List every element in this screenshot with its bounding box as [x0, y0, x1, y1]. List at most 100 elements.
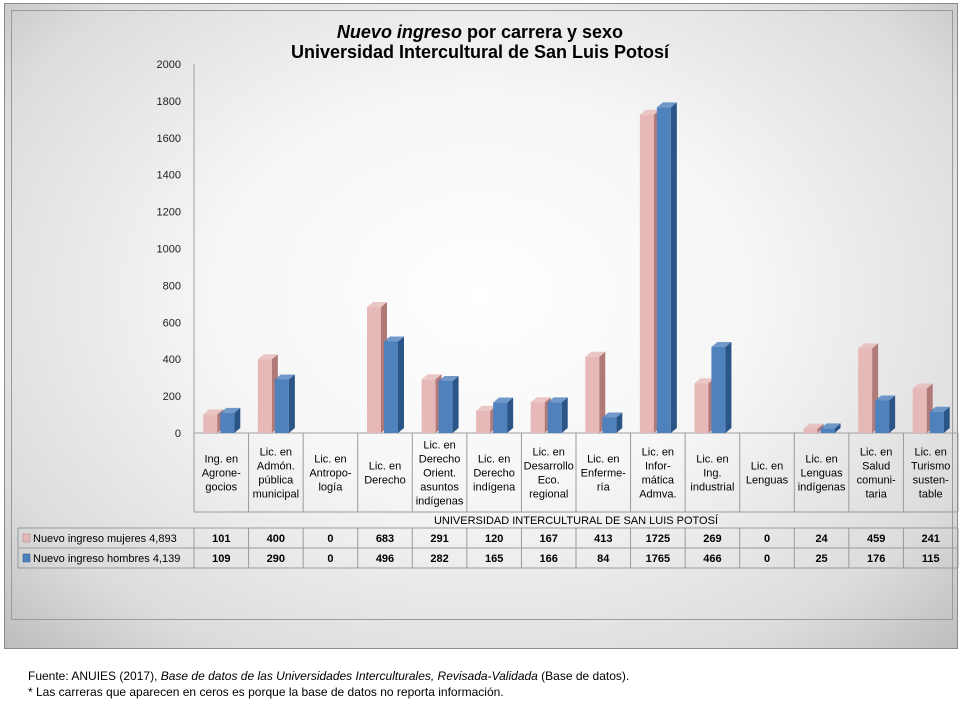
data-label: 167 [540, 533, 558, 545]
bar-mujeres [858, 348, 873, 433]
x-tick-label: Derecho [419, 454, 461, 466]
bar-side [616, 412, 623, 433]
legend-key-mujeres [22, 533, 31, 543]
bar-top [803, 423, 824, 429]
bar-top [711, 342, 732, 348]
x-tick-label: comuni- [857, 475, 896, 487]
legend-label: Nuevo ingreso hombres 4,139 [33, 553, 180, 565]
x-tick-label: Lic. en [478, 454, 510, 466]
x-tick-label: Ing. [703, 468, 721, 480]
bar-hombres [274, 379, 289, 433]
y-tick-label: 0 [175, 428, 181, 440]
x-tick-label: Ing. en [204, 454, 238, 466]
data-label: 120 [485, 533, 503, 545]
bar-mujeres [367, 306, 381, 433]
bar-side [452, 375, 459, 433]
x-tick-label: Lic. en [860, 447, 892, 459]
bar-top [274, 374, 295, 380]
bar-top [858, 343, 879, 349]
data-label: 282 [430, 553, 448, 565]
bar-top [639, 109, 660, 115]
data-label: 683 [376, 533, 394, 545]
x-tick-label: Infor- [645, 461, 671, 473]
data-label: 84 [597, 553, 610, 565]
x-tick-label: Desarrollo [524, 461, 574, 473]
x-axis-label: UNIVERSIDAD INTERCULTURAL DE SAN LUIS PO… [434, 514, 719, 527]
data-label: 101 [212, 533, 230, 545]
x-tick-label: Antropo- [309, 468, 352, 480]
x-tick-label: indígenas [798, 482, 846, 494]
data-label: 109 [212, 553, 230, 565]
x-tick-label: susten- [913, 475, 949, 487]
footnotes: Fuente: ANUIES (2017), Base de datos de … [28, 668, 629, 700]
x-tick-label: Orient. [423, 468, 456, 480]
x-tick-label: Derecho [364, 475, 406, 487]
data-label: 1765 [646, 553, 670, 565]
source-prefix: Fuente: ANUIES (2017), [28, 669, 161, 683]
x-tick-label: municipal [253, 489, 299, 501]
x-tick-label: Agrone- [202, 468, 241, 480]
data-label: 25 [815, 553, 827, 565]
chart-area: 0 200 400 600 800 1000 1200 1400 1600 1800 2000 Ing… [17, 59, 959, 569]
data-label: 115 [922, 553, 940, 565]
x-tick-label: Eco. [538, 475, 560, 487]
bar-side [889, 395, 896, 433]
x-tick-label: ría [597, 482, 611, 494]
x-tick-label: Admón. [257, 461, 295, 473]
bar-side [725, 342, 732, 433]
x-tick-label: Lic. en [805, 454, 837, 466]
data-label: 466 [703, 553, 721, 565]
bar-mujeres [694, 383, 709, 433]
legend-key-hombres [22, 553, 31, 563]
bar-side [561, 397, 568, 433]
bar-mujeres [912, 388, 927, 433]
x-tick-label: Derecho [473, 468, 515, 480]
bar-side [670, 102, 677, 434]
data-label: 0 [764, 553, 770, 565]
y-tick-label: 200 [163, 391, 181, 403]
source-suffix: (Base de datos). [537, 669, 630, 683]
data-label: 413 [594, 533, 612, 545]
x-tick-label: Lic. en [260, 447, 292, 459]
bar-mujeres [530, 402, 545, 433]
bar-hombres [384, 341, 398, 433]
y-tick-label: 1600 [157, 133, 181, 145]
bar-top [203, 409, 224, 415]
bar-side [234, 407, 241, 433]
data-label: 0 [327, 533, 333, 545]
x-tick-label: logía [318, 482, 343, 494]
bar-hombres [493, 402, 508, 433]
y-tick-label: 800 [163, 280, 181, 292]
bar-top [694, 378, 715, 384]
legend-label: Nuevo ingreso mujeres 4,893 [33, 533, 177, 545]
y-tick-label: 400 [163, 354, 181, 366]
bar-side [398, 336, 404, 433]
bar-side [834, 423, 841, 433]
x-tick-label: Admva. [639, 489, 676, 501]
bar-mujeres [257, 359, 272, 433]
x-tick-label: Lic. en [915, 447, 947, 459]
data-label: 459 [867, 533, 885, 545]
x-tick-label: pública [258, 475, 294, 487]
bar-hombres [820, 428, 835, 433]
data-label: 1725 [646, 533, 670, 545]
bar-top [220, 407, 241, 413]
x-tick-label: table [919, 489, 943, 501]
data-label: 291 [430, 533, 448, 545]
bar-mujeres [421, 379, 436, 433]
x-tick-label: Lic. en [369, 461, 401, 473]
bar-side [599, 351, 606, 433]
bar-hombres [929, 411, 944, 433]
zero-note: * Las carreras que aparecen en ceros es … [28, 685, 504, 699]
data-label: 166 [540, 553, 558, 565]
bar-side [507, 397, 514, 433]
x-tick-label: Lic. en [751, 461, 783, 473]
data-label: 290 [267, 553, 285, 565]
x-tick-label: Lic. en [696, 454, 728, 466]
chart-inner-border [11, 10, 953, 620]
x-tick-label: Lic. en [314, 454, 346, 466]
bar-top [585, 351, 606, 357]
chart-title-rest: por carrera y sexo [461, 22, 624, 42]
x-tick-label: Lenguas [746, 475, 789, 487]
chart-title-line2: Universidad Intercultural de San Luis Po… [290, 42, 670, 62]
